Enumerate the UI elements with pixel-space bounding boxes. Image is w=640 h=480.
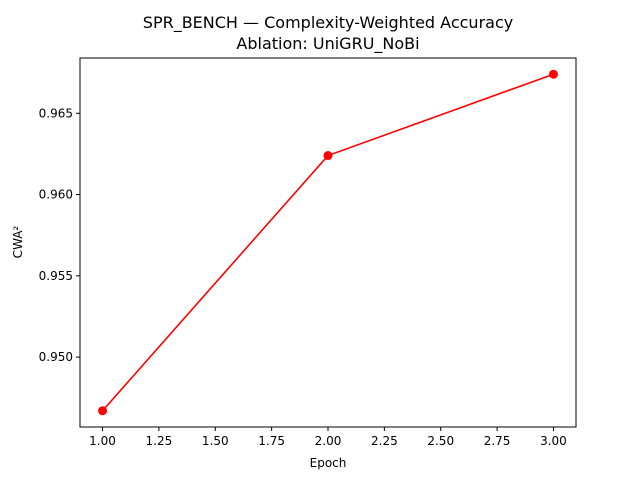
x-tick-label: 2.00: [315, 434, 342, 448]
series-line: [101, 73, 554, 412]
data-point: [98, 406, 108, 416]
y-tick-label: 0.960: [39, 188, 73, 202]
x-tick-label: 1.50: [202, 434, 229, 448]
series-layer: [98, 69, 558, 416]
x-tick-label: 1.00: [89, 434, 116, 448]
x-tick-label: 1.75: [258, 434, 285, 448]
y-axis-label: CWA²: [11, 226, 25, 259]
y-tick-label: 0.965: [39, 106, 73, 120]
y-tick-label: 0.950: [39, 350, 73, 364]
chart-title: SPR_BENCH — Complexity-Weighted Accuracy: [143, 13, 513, 33]
x-axis-ticks: 1.00 1.25 1.50 1.75 2.00 2.25 2.50 2.75 3.00: [89, 427, 567, 448]
x-tick-label: 1.25: [146, 434, 173, 448]
x-tick-label: 3.00: [540, 434, 567, 448]
x-tick-label: 2.50: [427, 434, 454, 448]
y-tick-label: 0.955: [39, 269, 73, 283]
x-axis-label: Epoch: [310, 456, 347, 470]
x-tick-label: 2.25: [371, 434, 398, 448]
y-axis-ticks: 0.950 0.955 0.960 0.965: [39, 106, 80, 364]
x-tick-label: 2.75: [484, 434, 511, 448]
data-point: [548, 69, 558, 79]
chart-subtitle: Ablation: UniGRU_NoBi: [236, 34, 419, 54]
data-point: [323, 151, 333, 161]
plot-frame: [79, 57, 577, 428]
